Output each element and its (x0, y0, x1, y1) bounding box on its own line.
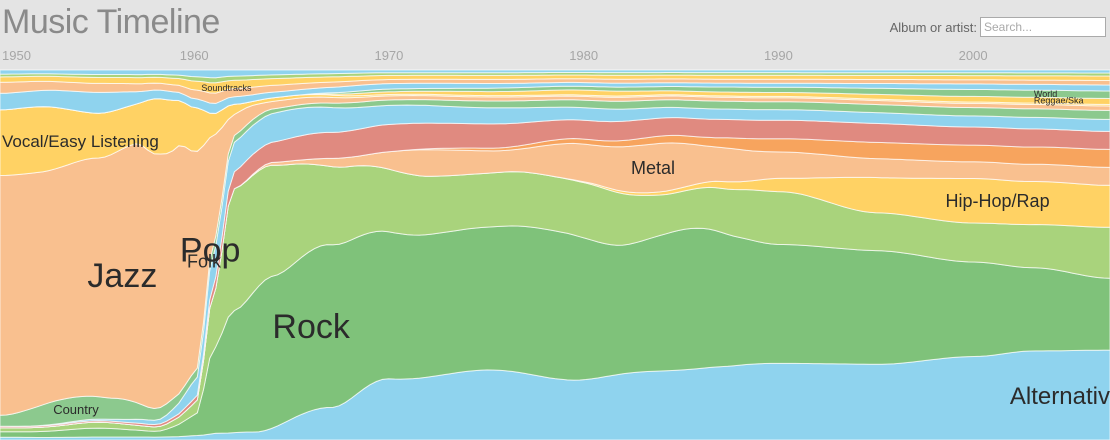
band-label: Hip-Hop/Rap (946, 191, 1050, 211)
band-label: Vocal/Easy Listening (2, 132, 159, 151)
band-label: Jazz (87, 257, 157, 295)
x-tick-label: 1970 (374, 48, 403, 63)
search-label: Album or artist: (889, 19, 977, 35)
band-label: Reggae/Ska (1034, 95, 1084, 105)
x-tick-label: 1960 (180, 48, 209, 63)
x-tick-label: 1990 (764, 48, 793, 63)
band-label: Pop (180, 232, 241, 270)
band-label: World (1034, 89, 1057, 99)
x-tick-label: 1950 (2, 48, 31, 63)
search-bar: Album or artist: (890, 17, 1106, 37)
band-classical[interactable] (0, 69, 1110, 79)
band-label: Folk (187, 251, 222, 271)
x-tick-label: 2000 (959, 48, 988, 63)
page-title: Music Timeline (2, 3, 220, 41)
band-label: Rock (272, 308, 350, 346)
band-label: Alternative/Indie (1010, 383, 1110, 410)
band-label: Country (53, 402, 99, 417)
band-labels: Alternative/Indie Rock Pop Hip-Hop/Rap Metal… (2, 83, 1110, 417)
x-tick-label: 1980 (569, 48, 598, 63)
band-label: Soundtracks (201, 83, 252, 93)
search-input[interactable] (980, 17, 1106, 37)
x-axis: 1950 1960 1970 1980 1990 2000 (2, 48, 988, 63)
band-label: Metal (631, 158, 675, 178)
streamgraph-bands (0, 69, 1110, 440)
